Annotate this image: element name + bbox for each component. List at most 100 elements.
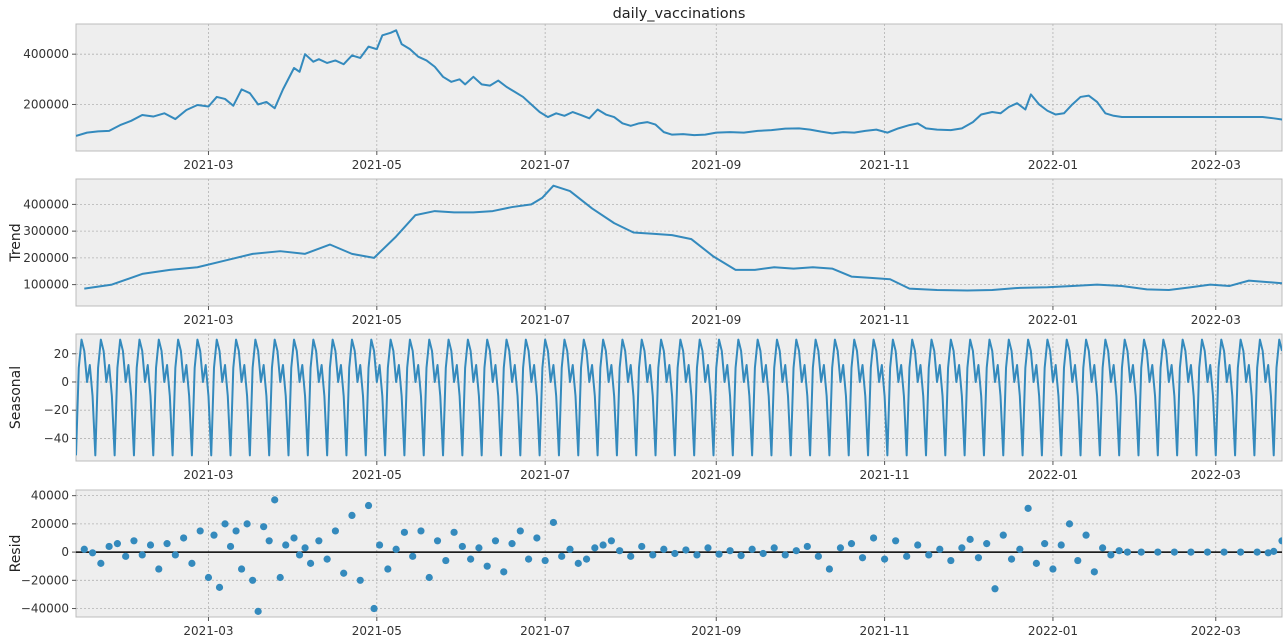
resid-point: [171, 551, 179, 559]
y-tick-label: 200000: [23, 97, 69, 111]
resid-point: [524, 555, 533, 563]
panel-resid: 2021-03 2021-05 2021-07 2021-09 2021-11 2022-…: [8, 489, 1283, 638]
series-trend: [84, 184, 1282, 292]
resid-point: [163, 540, 171, 548]
x-tick-label: 2021-09: [691, 468, 741, 482]
plot-area-trend: [75, 178, 1283, 307]
resid-point: [196, 527, 204, 535]
plot-area-resid: [75, 489, 1283, 618]
resid-point: [881, 555, 889, 563]
resid-point: [249, 576, 257, 584]
x-tick-label: 2021-09: [691, 624, 741, 638]
resid-point: [616, 547, 624, 555]
resid-point: [1220, 548, 1228, 556]
y-tick-label: 40000: [31, 489, 69, 503]
y-tick-label: −40: [44, 431, 69, 445]
x-tick-label: 2021-09: [691, 158, 741, 172]
resid-point: [215, 583, 224, 591]
resid-point: [792, 547, 800, 555]
observed-line: [76, 29, 1282, 137]
resid-point: [282, 541, 290, 549]
resid-point: [323, 555, 331, 563]
resid-point: [221, 520, 229, 528]
resid-point: [276, 573, 284, 582]
y-tick-label: 400000: [23, 47, 69, 61]
resid-point: [331, 527, 340, 535]
resid-point: [290, 534, 298, 542]
y-tick-label: 100000: [23, 278, 69, 292]
x-tick-label: 2021-07: [520, 158, 570, 172]
resid-point: [237, 565, 246, 573]
resid-point: [180, 534, 188, 542]
resid-point: [1278, 537, 1282, 545]
resid-point: [340, 569, 348, 577]
x-tick-label: 2021-05: [352, 624, 402, 638]
x-tick-label: 2021-03: [183, 313, 233, 327]
y-tick-label: 0: [61, 545, 69, 559]
resid-point: [425, 573, 433, 582]
resid-point: [983, 540, 991, 548]
resid-point: [974, 554, 983, 562]
resid-point: [483, 562, 491, 570]
resid-point: [138, 551, 146, 559]
resid-point: [549, 518, 558, 527]
resid-point: [409, 552, 417, 560]
resid-point: [260, 523, 268, 531]
resid-point: [232, 527, 240, 535]
resid-point: [903, 552, 911, 560]
resid-point: [442, 556, 450, 565]
resid-point: [122, 552, 130, 560]
resid-point: [814, 552, 822, 560]
x-tick-label: 2021-11: [860, 624, 910, 638]
panel-observed: 2021-03 2021-05 2021-07 2021-09 2021-11 2022-…: [23, 23, 1283, 172]
series-resid: [76, 496, 1282, 615]
y-tick-label: 20: [54, 347, 69, 361]
y-tick-label: 400000: [23, 197, 69, 211]
resid-point: [467, 555, 475, 563]
resid-point: [370, 604, 378, 613]
resid-point: [1253, 548, 1261, 556]
resid-point: [113, 540, 121, 548]
x-tick-label: 2021-07: [520, 468, 570, 482]
resid-point: [947, 556, 955, 565]
resid-point: [516, 527, 524, 535]
y-tick-label: −20: [44, 403, 69, 417]
resid-point: [1041, 540, 1049, 548]
y-tick-label: −40000: [21, 602, 69, 616]
resid-point: [991, 585, 999, 593]
resid-point: [558, 552, 566, 560]
resid-point: [155, 565, 163, 573]
series-observed: [76, 29, 1282, 137]
x-tick-label: 2021-05: [352, 313, 402, 327]
resid-point: [265, 537, 273, 545]
resid-point: [80, 545, 88, 553]
y-tick-label: 0: [61, 375, 69, 389]
resid-point: [693, 551, 701, 559]
y-tick-label: −20000: [21, 573, 69, 587]
resid-point: [1082, 531, 1090, 539]
resid-point: [88, 549, 97, 557]
resid-point: [491, 537, 500, 545]
resid-point: [649, 551, 657, 559]
x-tick-label: 2022-01: [1028, 624, 1078, 638]
x-tick-label: 2022-01: [1028, 313, 1078, 327]
resid-point: [97, 559, 105, 567]
resid-point: [243, 520, 251, 528]
resid-point: [1154, 548, 1162, 556]
y-axis-label-seasonal: Seasonal: [8, 366, 24, 429]
resid-point: [508, 540, 516, 548]
resid-point: [458, 542, 466, 551]
x-tick-label: 2021-07: [520, 624, 570, 638]
resid-point: [1264, 549, 1272, 557]
figure-title: daily_vaccinations: [613, 6, 746, 22]
resid-point: [1237, 548, 1245, 556]
resid-point: [1203, 548, 1212, 556]
resid-point: [847, 540, 856, 548]
resid-point: [1065, 520, 1074, 528]
resid-point: [433, 537, 442, 545]
y-tick-label: 200000: [23, 251, 69, 265]
plot-area-observed: [75, 23, 1283, 152]
x-tick-label: 2022-03: [1191, 158, 1241, 172]
resid-point: [1107, 551, 1115, 559]
resid-point: [825, 565, 834, 573]
